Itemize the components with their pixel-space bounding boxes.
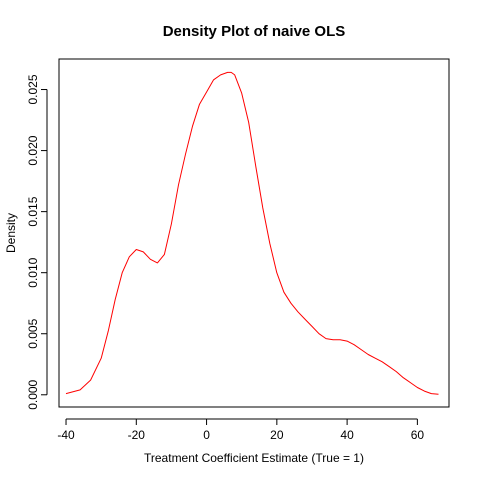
plot-box	[58, 58, 450, 408]
x-axis-label: Treatment Coefficient Estimate (True = 1…	[144, 451, 364, 465]
x-tick-label: -20	[128, 428, 146, 442]
x-tick-label: 40	[340, 428, 354, 442]
density-line	[65, 71, 439, 395]
y-tick-label: 0.005	[26, 318, 40, 348]
y-tick-label: 0.015	[26, 196, 40, 226]
y-tick-label: 0.000	[26, 379, 40, 409]
x-tick-label: 20	[270, 428, 284, 442]
y-tick-label: 0.020	[26, 135, 40, 165]
y-tick-label: 0.025	[26, 74, 40, 104]
y-axis: 0.000 0.005 0.010 0.015 0.020 0.025	[26, 74, 48, 410]
x-tick-label: -40	[57, 428, 75, 442]
x-tick-label: 60	[411, 428, 425, 442]
x-axis: -40 -20 0 20 40 60	[57, 418, 425, 442]
y-tick-label: 0.010	[26, 257, 40, 287]
series-layer	[65, 71, 439, 395]
chart-title: Density Plot of naive OLS	[163, 23, 346, 40]
x-tick-label: 0	[203, 428, 210, 442]
y-axis-label: Density	[4, 213, 18, 253]
